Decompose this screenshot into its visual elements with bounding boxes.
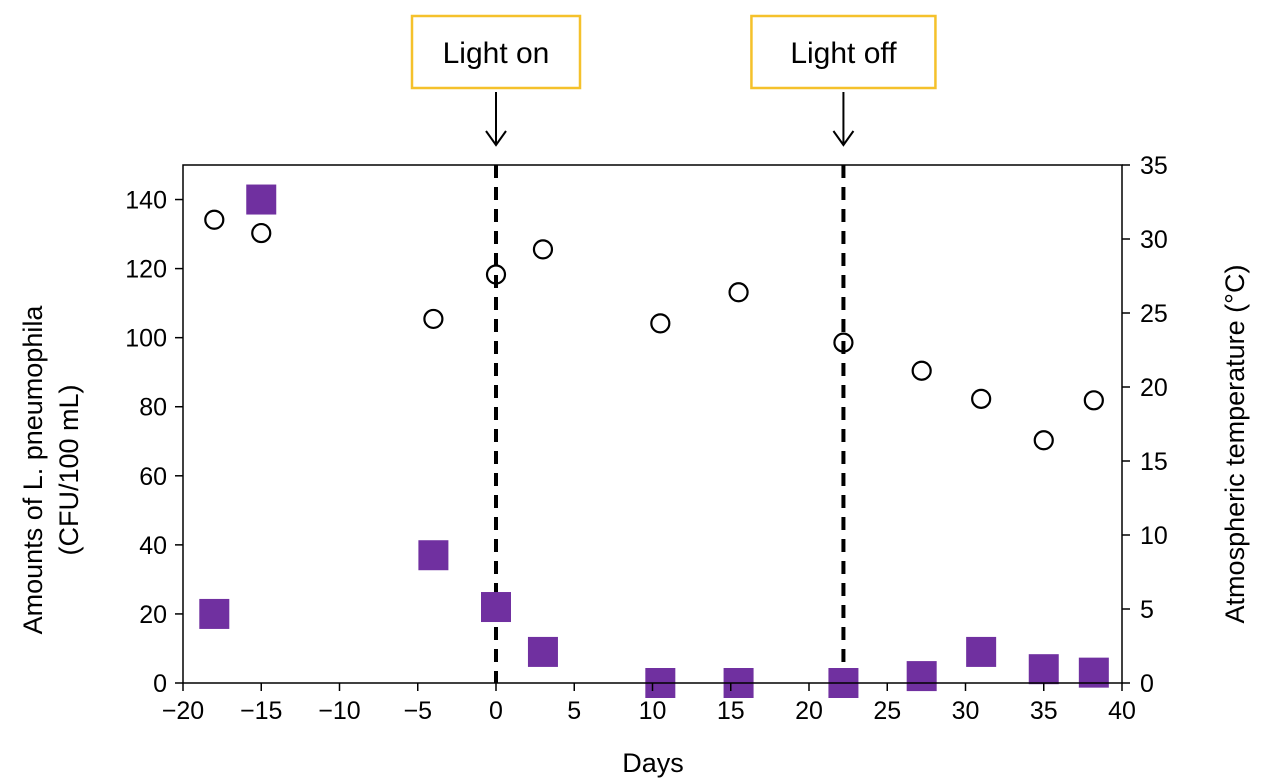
annotation-label: Light off <box>790 37 897 70</box>
temperature-point <box>532 239 554 260</box>
temperature-point <box>728 282 749 303</box>
temperature-point <box>1083 390 1104 411</box>
x-tick-label: 10 <box>639 697 667 725</box>
bacteria-point <box>906 661 937 692</box>
tick-labels: −20 −15 −10 −5 0 5 10 15 20 25 30 35 400204060801001… <box>125 152 1168 725</box>
annotation-label: Light on <box>443 37 550 70</box>
y2-tick-label: 35 <box>1140 152 1168 180</box>
bacteria-point <box>1028 654 1059 685</box>
bacteria-point <box>966 636 997 667</box>
bacteria-point <box>527 636 558 667</box>
temperature-point <box>423 308 444 330</box>
y2-tick-label: 5 <box>1140 596 1154 624</box>
temperature-point <box>485 264 507 285</box>
bacteria-point <box>199 598 230 629</box>
x-tick-label: 0 <box>489 697 503 725</box>
annotation-layer: Light on Light off <box>410 14 937 147</box>
x-tick-label: −5 <box>403 697 432 725</box>
y-tick-label: 40 <box>139 532 167 560</box>
y-axis-title: Amounts of L. pneumophila <box>18 305 48 635</box>
x-tick-label: 5 <box>567 697 581 725</box>
temperature-point <box>1033 430 1054 451</box>
axes <box>175 164 1130 691</box>
annotation-box <box>410 14 582 90</box>
x-tick-label: 40 <box>1108 697 1136 725</box>
x-tick-label: 30 <box>952 697 980 725</box>
plot-frame <box>182 164 1123 684</box>
y2-tick-label: 25 <box>1140 300 1168 328</box>
x-tick-label: 15 <box>717 697 745 725</box>
x-axis-title: Days <box>622 748 684 778</box>
data-markers <box>199 184 1109 698</box>
temperature-point <box>971 388 992 409</box>
y-tick-label: 100 <box>125 325 167 353</box>
annotation-box <box>750 14 937 90</box>
bacteria-point <box>246 184 277 215</box>
y2-tick-label: 15 <box>1140 448 1168 476</box>
y2-tick-label: 10 <box>1140 522 1168 550</box>
temperature-point <box>650 313 671 334</box>
y2-tick-label: 30 <box>1140 226 1168 254</box>
y2-tick-label: 20 <box>1140 374 1168 402</box>
x-tick-label: 20 <box>795 697 823 725</box>
x-tick-label: −20 <box>162 697 204 725</box>
temperature-point <box>911 360 932 381</box>
temperature-point <box>251 222 272 244</box>
y-tick-label: 80 <box>139 394 167 422</box>
y-tick-label: 20 <box>139 601 167 629</box>
x-tick-label: −10 <box>318 697 360 725</box>
bacteria-point <box>481 592 511 623</box>
temperature-point <box>204 209 225 230</box>
arrow-head <box>485 130 507 147</box>
y-tick-label: 120 <box>125 256 167 284</box>
y-tick-label: 60 <box>139 463 167 491</box>
x-tick-label: 35 <box>1030 697 1058 725</box>
x-tick-label: −15 <box>240 697 282 725</box>
x-tick-label: 25 <box>873 697 901 725</box>
arrow-head <box>832 130 855 147</box>
y2-axis-title: Atmospheric temperature (°C) <box>1220 265 1250 624</box>
temperature-point <box>833 332 854 353</box>
y-tick-label: 0 <box>153 670 167 698</box>
y2-tick-label: 0 <box>1140 670 1154 698</box>
y-axis-title-line2: (CFU/100 mL) <box>54 384 84 555</box>
y-tick-label: 140 <box>125 187 167 215</box>
bacteria-point <box>418 540 449 571</box>
